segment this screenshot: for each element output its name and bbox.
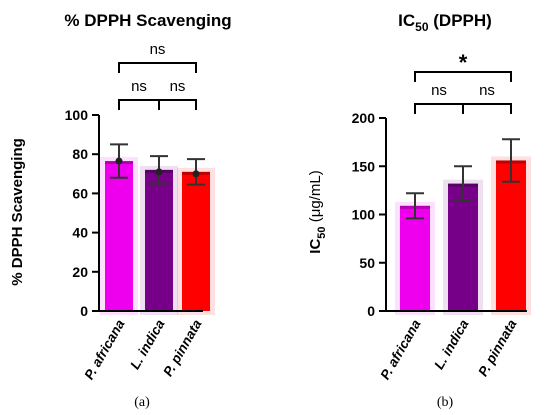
significance-bracket: [158, 99, 197, 110]
significance-label: ns: [170, 78, 186, 95]
panel-b-ylabel-rest: (μg/mL): [307, 170, 324, 226]
category-label: P. africana: [81, 317, 128, 383]
panel-a-y-axis-label: % DPPH Scavenging: [9, 138, 26, 286]
panel-b-label: (b): [437, 395, 454, 410]
panel-b-title-rest: (DPPH): [429, 11, 492, 30]
panel-b-category-labels: P. africana L. indica P. pinnata: [377, 317, 520, 383]
significance-bracket: [462, 103, 512, 114]
category-label: L. indica: [431, 317, 472, 372]
significance-bracket: [414, 103, 464, 114]
panel-b-bars: [395, 156, 531, 315]
bar-p-pinnata: [182, 171, 210, 311]
y-tick-label: 60: [72, 185, 88, 201]
panel-b-ylabel-main: IC: [307, 239, 324, 254]
data-point: [155, 168, 163, 176]
panel-b-error-bars: [406, 138, 520, 220]
bar-l-indica: [145, 169, 173, 311]
bar-p-pinnata: [496, 160, 526, 311]
y-tick-label: 20: [72, 264, 88, 280]
category-label: P. pinnata: [160, 317, 205, 379]
y-tick-label: 100: [65, 107, 89, 123]
bar-l-indica: [448, 183, 478, 311]
significance-label: ns: [431, 82, 447, 99]
significance-bracket: [414, 71, 512, 82]
y-tick-label: 100: [352, 207, 376, 223]
panel-b-title-sub: 50: [415, 20, 429, 34]
bar-p-africana: [400, 205, 430, 311]
category-label: P. pinnata: [475, 317, 520, 379]
category-label: P. africana: [377, 317, 424, 383]
panel-a-bars: [100, 157, 215, 315]
panel-a-points: [115, 157, 200, 178]
category-label: L. indica: [127, 317, 168, 372]
y-tick-label: 150: [352, 158, 376, 174]
y-tick-label: 80: [72, 146, 88, 162]
y-tick-label: 0: [80, 303, 88, 319]
panel-b-title-main: IC: [398, 11, 415, 30]
panel-b-significance: ns ns *: [414, 50, 512, 114]
significance-label: ns: [131, 78, 147, 95]
y-tick-label: 40: [72, 225, 88, 241]
y-tick-label: 200: [352, 110, 376, 126]
panel-a-label: (a): [134, 395, 150, 410]
y-tick-label: 50: [359, 255, 375, 271]
data-point: [192, 170, 200, 178]
significance-label: ns: [150, 41, 166, 58]
bar-p-africana: [105, 161, 133, 311]
panel-b-y-ticks: 0 50 100 150 200: [352, 110, 386, 319]
panel-b-title: IC50 (DPPH): [398, 11, 492, 34]
panel-a-dpph-scavenging: % DPPH Scavenging % DPPH Scavenging 0 20 4…: [9, 11, 232, 410]
panel-b-ylabel-sub: 50: [316, 226, 328, 238]
y-tick-label: 0: [367, 303, 375, 319]
significance-bracket: [118, 62, 197, 73]
significance-bracket: [118, 99, 160, 110]
significance-label: ns: [479, 82, 495, 99]
significance-label: *: [459, 50, 468, 75]
panel-b-y-axis-label: IC50 (μg/mL): [307, 170, 328, 253]
panel-a-y-ticks: 0 20 40 60 80 100: [65, 107, 99, 319]
data-point: [115, 157, 123, 165]
panel-a-title: % DPPH Scavenging: [64, 11, 231, 30]
panel-a-significance: ns ns ns: [118, 41, 197, 110]
